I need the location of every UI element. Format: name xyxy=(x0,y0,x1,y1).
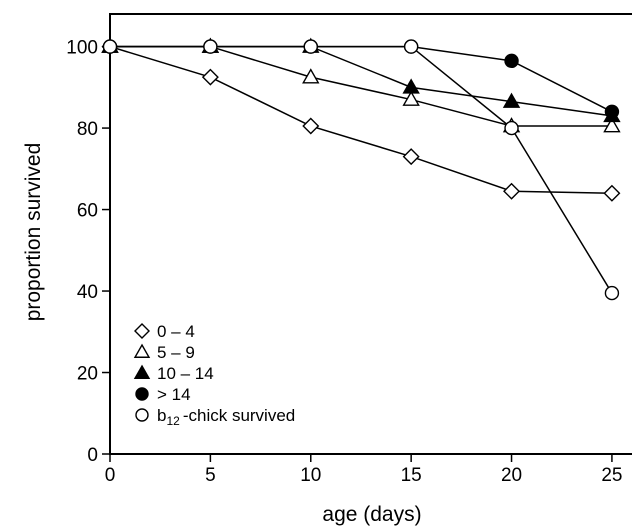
data-point-4-2 xyxy=(303,39,318,54)
series-line-3 xyxy=(110,45,613,113)
y-tick-label: 20 xyxy=(77,364,98,385)
y-tick-label: 100 xyxy=(66,38,98,59)
data-point-2-4 xyxy=(502,92,521,108)
legend-marker-3 xyxy=(135,387,149,401)
legend-label-3: > 14 xyxy=(157,385,191,404)
y-tick-label: 60 xyxy=(77,201,98,222)
data-point-1-5 xyxy=(603,117,621,133)
y-tick-label: 40 xyxy=(77,282,98,303)
series-line-1 xyxy=(110,45,612,127)
legend-marker-0 xyxy=(134,323,150,339)
data-point-4-0 xyxy=(102,39,118,54)
data-point-0-5 xyxy=(603,184,621,202)
data-point-1-2 xyxy=(302,68,320,84)
legend-label-4: b12 -chick survived xyxy=(157,406,295,428)
data-point-1-3 xyxy=(402,90,420,106)
data-point-0-3 xyxy=(402,148,420,166)
data-point-2-3 xyxy=(402,78,420,94)
x-tick-label: 0 xyxy=(105,465,116,486)
x-tick-label: 20 xyxy=(501,465,522,486)
x-axis-label: age (days) xyxy=(322,503,421,526)
legend-label-0: 0 – 4 xyxy=(157,322,195,341)
y-tick-label: 0 xyxy=(87,445,98,466)
series-markers xyxy=(101,37,621,301)
data-point-0-2 xyxy=(302,117,320,135)
ticks: 0 5 10 15 20 25 0 20 40 60 80 100 xyxy=(66,38,622,486)
series-line-0 xyxy=(109,45,612,195)
data-point-4-1 xyxy=(203,39,218,54)
legend-label-1: 5 – 9 xyxy=(157,343,195,362)
x-tick-label: 5 xyxy=(205,465,216,486)
y-axis-label: proportion survived xyxy=(22,143,45,322)
series-line-2 xyxy=(110,45,613,117)
data-point-4-3 xyxy=(403,39,419,54)
x-tick-label: 10 xyxy=(300,465,321,486)
data-point-3-5 xyxy=(604,104,620,119)
legend-label-2: 10 – 14 xyxy=(157,364,214,383)
x-tick-label: 15 xyxy=(401,465,422,486)
axes xyxy=(109,13,632,455)
series-lines xyxy=(109,45,613,294)
legend-marker-1 xyxy=(133,343,151,358)
legend-marker-4 xyxy=(135,408,149,422)
data-point-0-1 xyxy=(201,68,219,86)
data-point-4-5 xyxy=(604,285,620,301)
y-tick-label: 80 xyxy=(77,119,98,140)
data-point-0-4 xyxy=(503,182,521,200)
legend-marker-2 xyxy=(133,364,151,379)
data-point-4-4 xyxy=(504,120,519,136)
x-tick-label: 25 xyxy=(601,465,622,486)
legend: 0 – 4 5 – 9 10 – 14 > 14 b12 -chick survive… xyxy=(133,322,295,428)
data-point-3-4 xyxy=(504,53,519,69)
series-line-4 xyxy=(110,45,613,294)
